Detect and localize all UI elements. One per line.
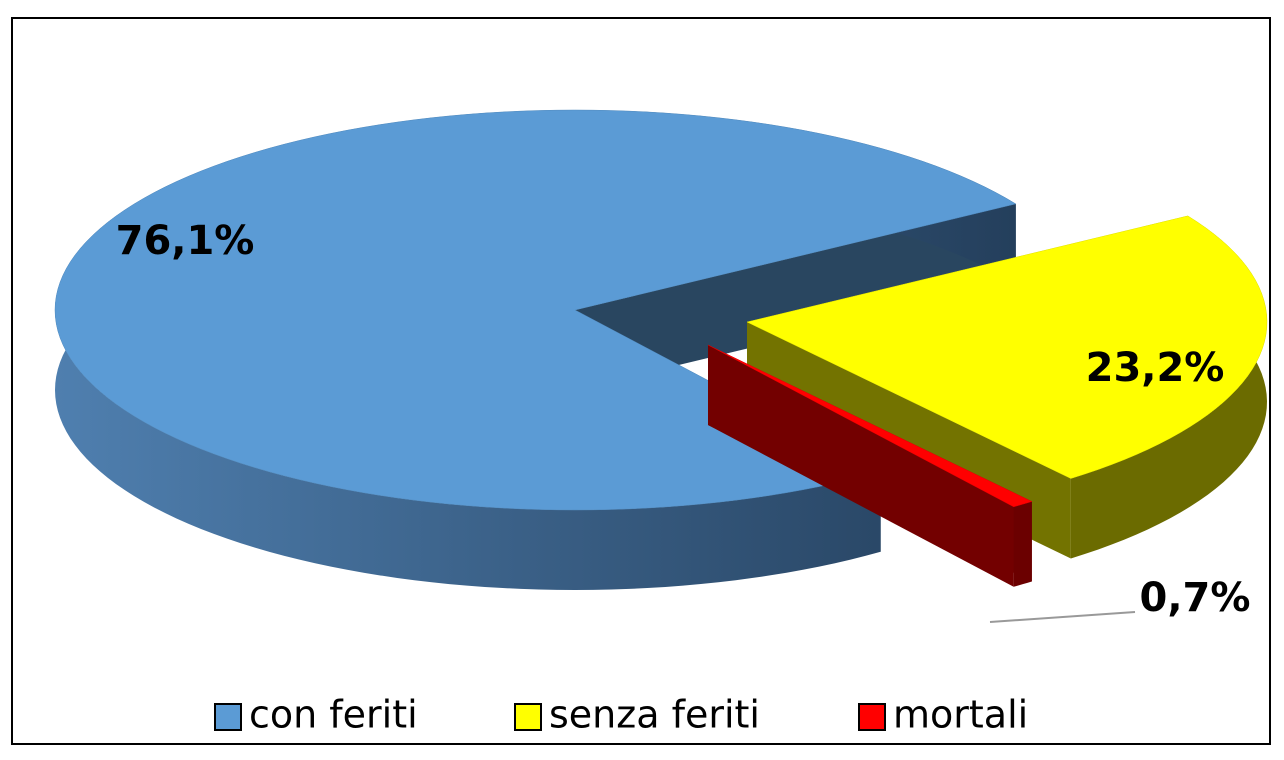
legend-swatch (214, 703, 242, 731)
legend-label: senza feriti (549, 693, 760, 737)
legend-swatch (858, 703, 886, 731)
slice-side (1013, 501, 1032, 587)
slice (746, 215, 1268, 559)
slice-top (54, 109, 1017, 511)
leader-line (989, 611, 1136, 623)
legend-label: con feriti (249, 693, 418, 737)
slice-radial-wall (575, 203, 1016, 390)
legend-swatch (514, 703, 542, 731)
slice-top (707, 344, 1033, 508)
slice-radial-wall (708, 345, 1014, 587)
slice-top (746, 215, 1268, 479)
data-label: 76,1% (116, 218, 255, 264)
legend-label: mortali (893, 693, 1028, 737)
data-label: 0,7% (1140, 575, 1251, 621)
slice (707, 344, 1033, 587)
data-label: 23,2% (1086, 345, 1225, 391)
